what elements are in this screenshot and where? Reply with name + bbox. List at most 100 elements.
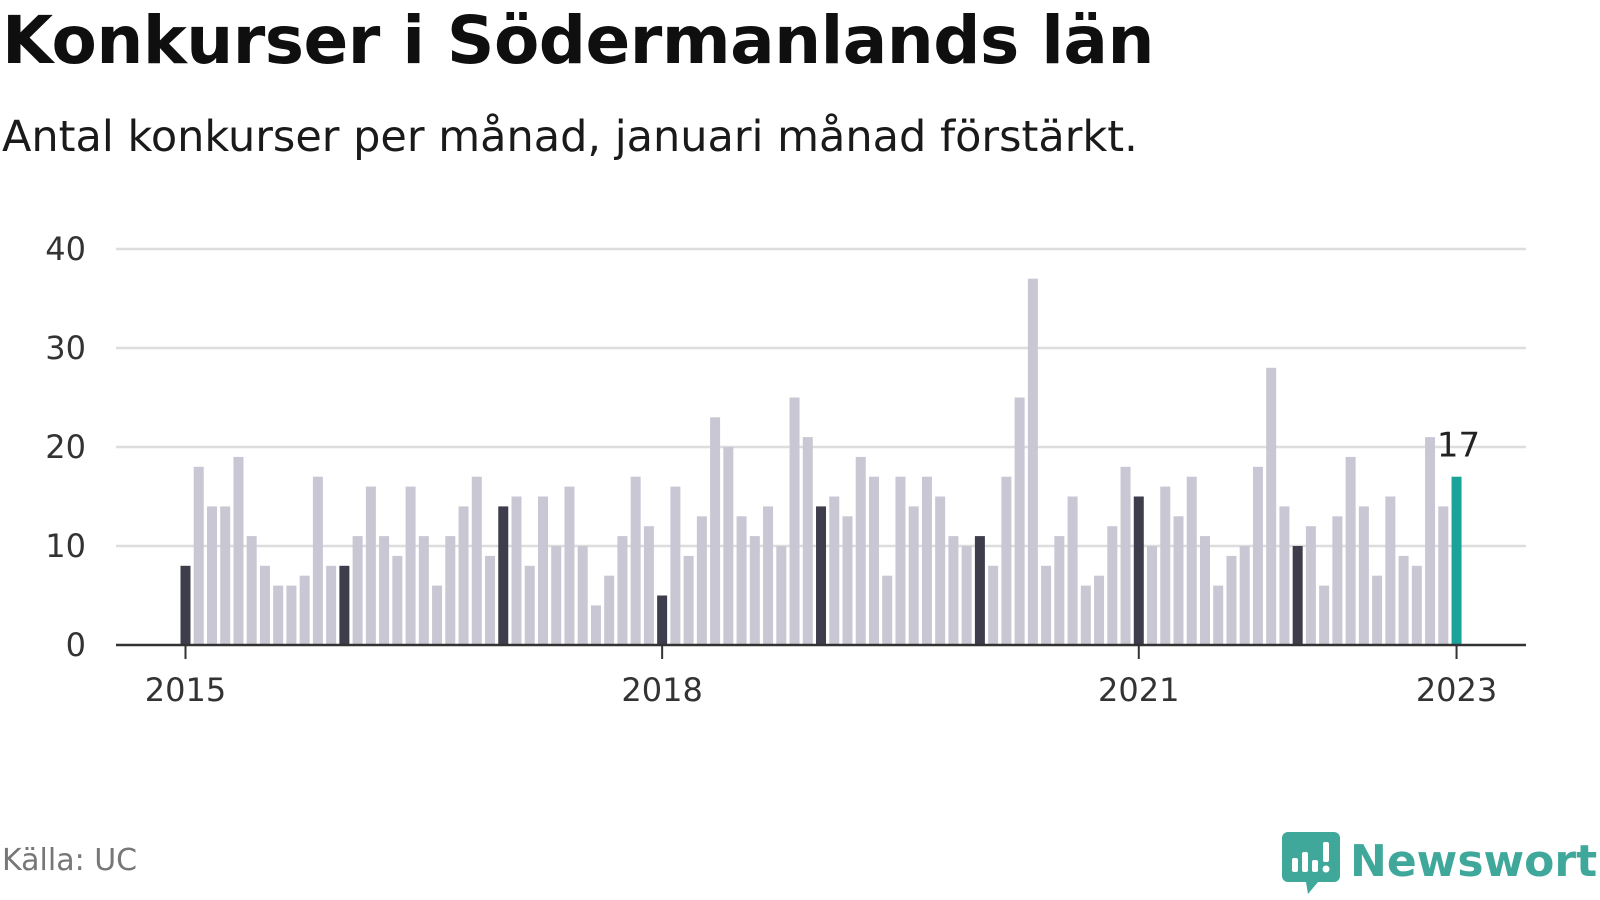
y-tick-label-10: 10 <box>45 527 86 565</box>
bar-57 <box>935 496 946 645</box>
bar-53 <box>882 575 893 645</box>
bar-81 <box>1252 466 1263 645</box>
x-tick-label-2021: 2021 <box>1098 671 1179 709</box>
gridlines <box>116 247 1526 548</box>
bar-19 <box>432 585 443 645</box>
latest-value-label: 17 <box>1437 426 1480 466</box>
bar-58 <box>948 536 959 645</box>
bar-83 <box>1279 506 1290 645</box>
brand-name: Newsworthy <box>1350 836 1600 887</box>
bar-75 <box>1173 516 1184 645</box>
bar-14 <box>365 486 376 645</box>
bar-68 <box>1080 585 1091 645</box>
bar-50 <box>842 516 853 645</box>
bar-54 <box>895 476 906 645</box>
bar-73 <box>1147 546 1158 645</box>
bar-56 <box>921 476 932 645</box>
bar-76 <box>1186 476 1197 645</box>
bar-4 <box>233 456 244 645</box>
bar-77 <box>1199 536 1210 645</box>
bar-17 <box>405 486 416 645</box>
bar-25 <box>511 496 522 645</box>
bar-30 <box>577 546 588 645</box>
chart-title: Konkurser i Södermanlands län <box>2 2 1154 79</box>
bar-96 <box>1451 476 1462 645</box>
y-axis: 0 10 20 30 40 <box>45 230 86 664</box>
bar-82 <box>1266 367 1277 645</box>
bar-79 <box>1226 555 1237 645</box>
bar-44 <box>763 506 774 645</box>
bars <box>180 278 1462 645</box>
bar-26 <box>524 565 535 645</box>
bar-13 <box>352 536 363 645</box>
bar-65 <box>1041 565 1052 645</box>
source-note: Källa: UC <box>2 843 138 878</box>
bar-3 <box>220 506 231 645</box>
bar-34 <box>630 476 641 645</box>
bar-80 <box>1239 546 1250 645</box>
bar-94 <box>1425 437 1436 645</box>
chart-subtitle: Antal konkurser per månad, januari månad… <box>2 112 1138 162</box>
bar-42 <box>736 516 747 645</box>
bar-47 <box>802 437 813 645</box>
bar-23 <box>485 555 496 645</box>
bar-chart: 0 10 20 30 40 2015 2018 2021 2023 17 <box>45 230 1526 709</box>
brand-logo: Newsworthy <box>1282 832 1600 900</box>
bar-27 <box>537 496 548 645</box>
bar-21 <box>458 506 469 645</box>
bar-29 <box>564 486 575 645</box>
bar-18 <box>418 536 429 645</box>
bar-84 <box>1292 546 1303 645</box>
bar-52 <box>868 476 879 645</box>
bar-86 <box>1319 585 1330 645</box>
bar-24 <box>498 506 509 645</box>
bar-32 <box>604 575 615 645</box>
bar-11 <box>326 565 337 645</box>
bar-8 <box>286 585 297 645</box>
bar-45 <box>776 546 787 645</box>
y-tick-label-0: 0 <box>66 626 86 664</box>
bar-22 <box>471 476 482 645</box>
bar-61 <box>988 565 999 645</box>
bar-72 <box>1133 496 1144 645</box>
annotations: 17 <box>1437 426 1480 466</box>
bar-33 <box>617 536 628 645</box>
bar-5 <box>246 536 257 645</box>
bar-70 <box>1107 526 1118 645</box>
bar-51 <box>855 456 866 645</box>
x-tick-label-2018: 2018 <box>621 671 702 709</box>
y-tick-label-30: 30 <box>45 329 86 367</box>
bar-78 <box>1213 585 1224 645</box>
bar-10 <box>312 476 323 645</box>
bar-89 <box>1358 506 1369 645</box>
bar-67 <box>1067 496 1078 645</box>
bar-62 <box>1001 476 1012 645</box>
bar-2 <box>206 506 217 645</box>
bar-60 <box>974 536 985 645</box>
x-axis: 2015 2018 2021 2023 <box>116 643 1526 709</box>
bar-69 <box>1094 575 1105 645</box>
x-tick-label-2023: 2023 <box>1416 671 1497 709</box>
bar-63 <box>1014 397 1025 645</box>
bar-59 <box>961 546 972 645</box>
y-tick-label-40: 40 <box>45 230 86 268</box>
bar-48 <box>816 506 827 645</box>
bar-93 <box>1411 565 1422 645</box>
bar-92 <box>1398 555 1409 645</box>
bar-16 <box>392 555 403 645</box>
bar-88 <box>1345 456 1356 645</box>
bar-49 <box>829 496 840 645</box>
bar-64 <box>1027 278 1038 645</box>
bar-91 <box>1385 496 1396 645</box>
bar-87 <box>1332 516 1343 645</box>
bar-6 <box>259 565 270 645</box>
bar-66 <box>1054 536 1065 645</box>
bar-40 <box>710 417 721 645</box>
bar-95 <box>1438 506 1449 645</box>
bar-15 <box>379 536 390 645</box>
bar-37 <box>670 486 681 645</box>
bar-0 <box>180 565 191 645</box>
bar-1 <box>193 466 204 645</box>
bar-20 <box>445 536 456 645</box>
bar-31 <box>590 605 601 645</box>
